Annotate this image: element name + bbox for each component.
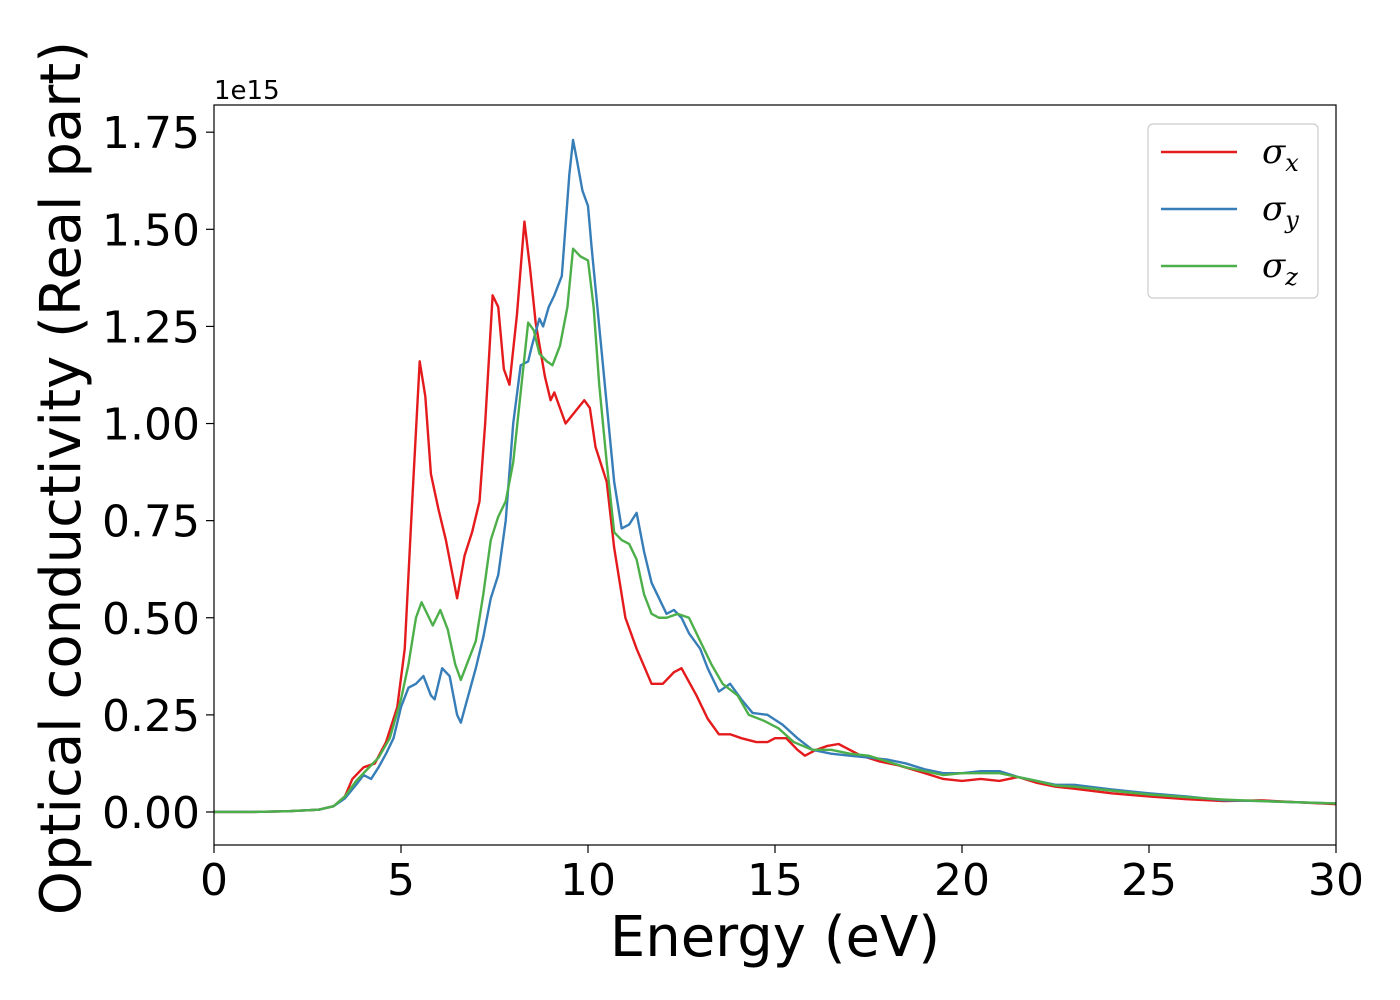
y-tick-label: 1.25 — [102, 302, 200, 353]
y-tick-label: 1.75 — [102, 108, 200, 159]
series-line-x — [214, 220, 1336, 814]
y-axis-offset-label: 1e15 — [214, 76, 280, 106]
legend: σx σy σz — [1147, 123, 1319, 299]
legend-frame — [1147, 123, 1319, 299]
y-axis-label: Optical conductivity (Real part) — [29, 41, 94, 915]
x-tick-label: 5 — [387, 855, 415, 906]
x-axis-label: Energy (eV) — [610, 905, 940, 970]
legend-label-y: σy — [1262, 189, 1299, 234]
legend-label-x: σx — [1262, 132, 1299, 177]
x-tick-label: 0 — [200, 855, 228, 906]
y-tick-label: 1.00 — [102, 400, 200, 451]
y-tick-label: 0.50 — [102, 594, 200, 645]
series-line-z — [214, 247, 1336, 814]
y-tick-label: 0.25 — [102, 691, 200, 742]
x-tick-label: 25 — [1121, 855, 1177, 906]
x-tick-label: 30 — [1308, 855, 1364, 906]
x-tick-label: 15 — [747, 855, 803, 906]
x-tick-label: 20 — [934, 855, 990, 906]
legend-label-z: σz — [1262, 246, 1298, 291]
y-tick-label: 1.50 — [102, 205, 200, 256]
x-tick-label: 10 — [560, 855, 616, 906]
series-line-y — [214, 138, 1336, 814]
y-tick-label: 0.75 — [102, 497, 200, 548]
y-axis: 0.00 0.25 0.50 0.75 1.00 1.25 1.50 1.75 — [102, 108, 214, 839]
series-layer — [214, 138, 1336, 814]
x-axis: 0 5 10 15 20 25 30 — [200, 845, 1364, 906]
y-tick-label: 0.00 — [102, 788, 200, 839]
